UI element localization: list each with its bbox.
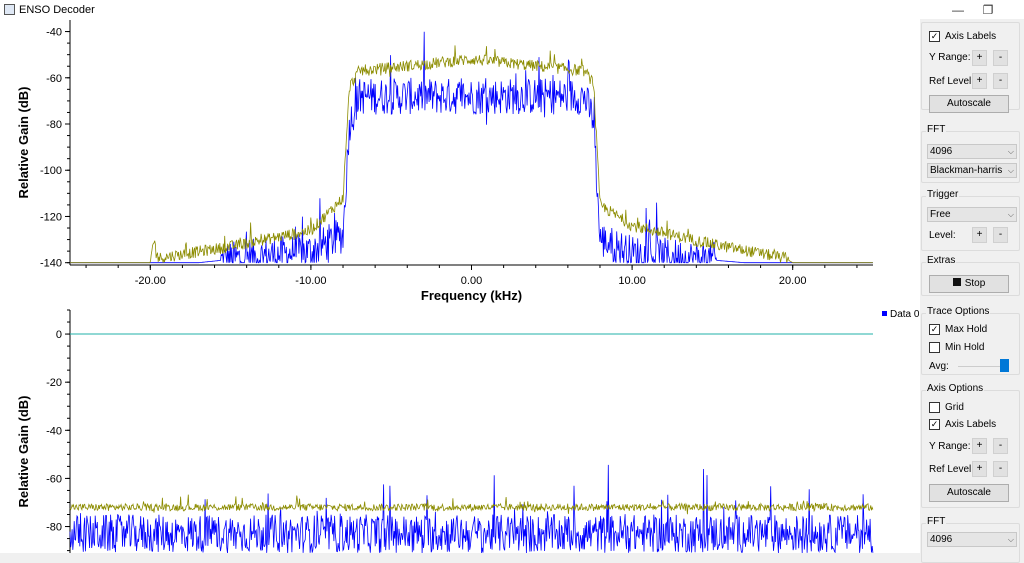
trigger-mode-value: Free [930,209,951,220]
stop-icon [952,278,961,286]
ref-level-label: Ref Level: [929,464,975,475]
y-range-plus-button[interactable]: + [972,438,987,454]
y-range-minus-button[interactable]: - [993,438,1008,454]
fft-title: FFT [926,124,947,135]
ref-level-minus-button[interactable]: - [993,461,1008,477]
window-function-select[interactable]: Blackman-harris ⌵ [927,163,1017,178]
max-hold-trace [69,494,874,515]
y-tick-label: -80 [46,119,62,131]
fft-size-select-2[interactable]: 4096 ⌵ [927,532,1017,547]
check-icon: ✓ [929,31,940,42]
check-icon: ✓ [929,419,940,430]
minimize-button[interactable]: — [952,2,964,17]
y-tick-label: -120 [40,211,62,223]
chevron-down-icon: ⌵ [1007,166,1014,175]
time-plot[interactable]: 0 -20 -40 -60 -80 Relative Gain (dB) Data 0 [0,305,920,553]
stop-button[interactable]: Stop [929,275,1009,293]
max-hold-label: Max Hold [945,324,988,335]
min-hold-checkbox[interactable]: Min Hold [929,342,984,353]
fft-group [921,131,1020,183]
trigger-mode-select[interactable]: Free ⌵ [927,207,1017,222]
avg-slider-track[interactable] [958,366,1006,367]
x-tick-label: -20.00 [135,275,166,287]
fft-size-value: 4096 [930,534,953,545]
grid-checkbox[interactable]: Grid [929,402,964,413]
y-tick-label: -20 [46,377,62,389]
y-range-label: Y Range: [929,52,971,63]
y-range-plus-button[interactable]: + [972,50,987,66]
axis-labels-label: Axis Labels [945,31,997,42]
fft-size-value: 4096 [930,146,953,157]
chevron-down-icon: ⌵ [1007,147,1014,156]
ref-level-plus-button[interactable]: + [972,73,987,89]
max-hold-trace [70,45,873,264]
grid-label: Grid [945,402,964,413]
trigger-level-label: Level: [929,230,956,241]
min-hold-label: Min Hold [945,342,985,353]
y-tick-label: -40 [46,27,62,39]
current-trace [70,31,873,265]
title-bar: ENSO Decoder — ❐ [0,0,1024,19]
checkbox-box [929,402,940,413]
y-tick-label: -140 [40,258,62,270]
y-tick-label: -60 [46,73,62,85]
y-tick-label: 0 [56,329,62,341]
axis-options-title: Axis Options [926,383,985,394]
legend-swatch [882,311,887,316]
y-range-minus-button[interactable]: - [993,50,1008,66]
fft-title-2: FFT [926,516,947,527]
y-axis-label: Relative Gain (dB) [16,396,31,508]
x-axis-label: Frequency (kHz) [421,288,522,303]
x-tick-label: 0.00 [461,275,482,287]
trigger-title: Trigger [926,189,960,200]
ref-level-minus-button[interactable]: - [993,73,1008,89]
autoscale-button[interactable]: Autoscale [929,95,1009,113]
window-title: ENSO Decoder [19,3,95,16]
window-function-value: Blackman-harris [930,165,1003,176]
check-icon: ✓ [929,324,940,335]
y-range-label: Y Range: [929,441,971,452]
y-axis-label: Relative Gain (dB) [16,87,31,199]
x-tick-label: 10.00 [618,275,646,287]
trigger-group [921,196,1020,251]
axis-labels-checkbox[interactable]: ✓ Axis Labels [929,31,996,42]
y-tick-label: -60 [46,473,62,485]
current-trace [69,464,874,553]
ref-level-plus-button[interactable]: + [972,461,987,477]
max-hold-checkbox[interactable]: ✓ Max Hold [929,324,987,335]
trigger-level-minus-button[interactable]: - [993,227,1008,243]
stop-label: Stop [964,278,986,289]
fft-size-select[interactable]: 4096 ⌵ [927,144,1017,159]
y-tick-label: -80 [46,522,62,534]
avg-slider-handle[interactable] [1000,359,1009,372]
axis-labels-label: Axis Labels [945,419,997,430]
x-tick-label: -10.00 [295,275,326,287]
trace-options-title: Trace Options [926,306,991,317]
x-tick-label: 20.00 [779,275,807,287]
avg-label: Avg: [929,361,949,372]
app-icon [4,4,15,15]
checkbox-box [929,342,940,353]
autoscale-button-2[interactable]: Autoscale [929,484,1009,502]
axis-labels-checkbox-2[interactable]: ✓ Axis Labels [929,419,996,430]
chevron-down-icon: ⌵ [1007,210,1014,219]
chevron-down-icon: ⌵ [1007,535,1014,544]
extras-title: Extras [926,255,957,266]
y-tick-label: -100 [40,165,62,177]
spectrum-plot[interactable]: -40 -60 -80 -100 -120 -140 -20.00 -10.00 0.00 10.… [0,19,920,305]
trigger-level-plus-button[interactable]: + [972,227,987,243]
legend-label: Data 0 [890,309,920,320]
y-tick-label: -40 [46,425,62,437]
ref-level-label: Ref Level: [929,76,975,87]
restore-button[interactable]: ❐ [982,2,994,17]
extras-group [921,262,1020,296]
